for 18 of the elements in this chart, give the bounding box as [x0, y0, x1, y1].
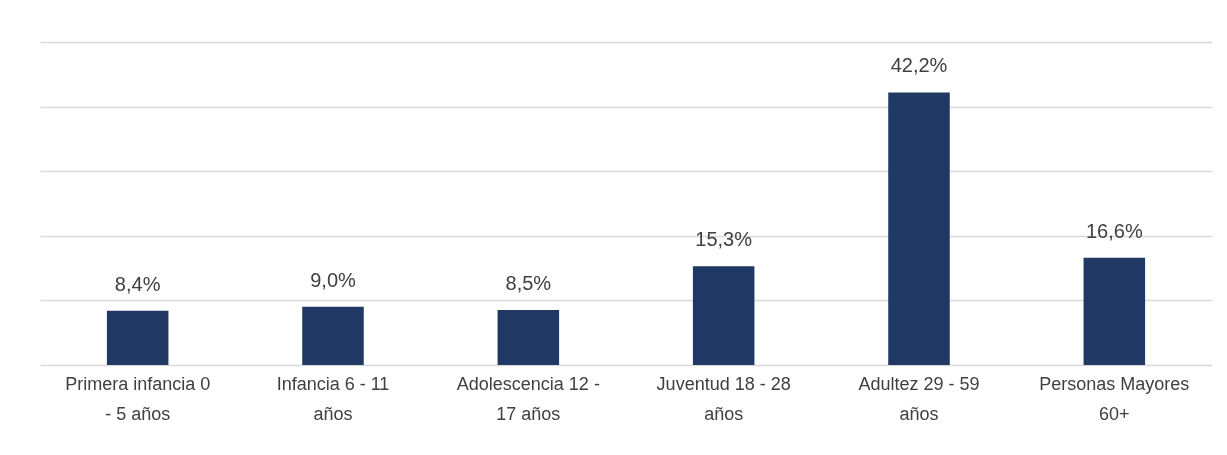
- data-label: 16,6%: [1085, 219, 1143, 242]
- x-tick-label: Adultez 29 - 59 años: [858, 373, 980, 424]
- bar: [888, 92, 950, 365]
- x-tick-label: Infancia 6 - 11 años: [276, 373, 390, 424]
- data-label: 15,3%: [695, 228, 753, 251]
- bar: [302, 306, 364, 365]
- bar: [497, 310, 560, 365]
- data-label: 9,0%: [310, 268, 357, 291]
- bar: [692, 266, 755, 365]
- data-label: 8,4%: [114, 272, 161, 295]
- x-tick-label: Primera infancia 0 - 5 años: [65, 373, 211, 424]
- x-tick-label: Personas Mayores 60+: [1039, 373, 1190, 424]
- bar: [106, 310, 169, 365]
- data-label: 8,5%: [505, 272, 552, 295]
- x-tick-label: Juventud 18 - 28 años: [656, 373, 791, 424]
- data-label: 42,2%: [890, 54, 948, 77]
- bar: [1083, 257, 1146, 365]
- x-tick-label: Adolescencia 12 - 17 años: [456, 373, 600, 424]
